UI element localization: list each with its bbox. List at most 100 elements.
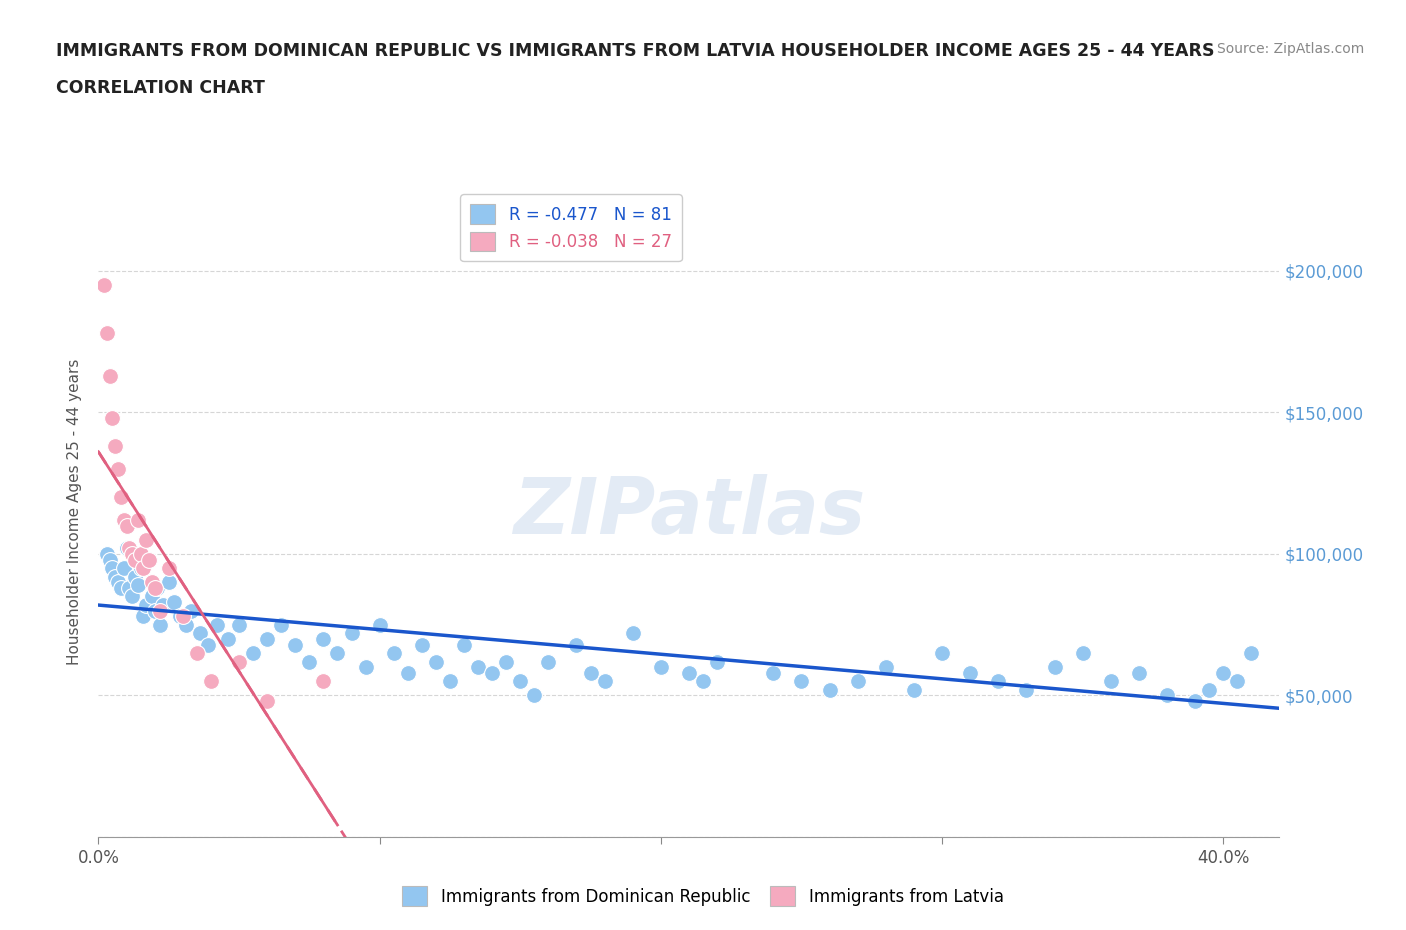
- Point: [101, 411, 124, 426]
- Point: [98, 552, 121, 567]
- Point: [354, 659, 377, 674]
- Point: [143, 604, 166, 618]
- Point: [298, 654, 321, 669]
- Point: [172, 609, 194, 624]
- Point: [188, 626, 211, 641]
- Point: [579, 665, 602, 680]
- Point: [132, 561, 155, 576]
- Point: [692, 674, 714, 689]
- Point: [762, 665, 785, 680]
- Point: [135, 532, 157, 547]
- Point: [650, 659, 672, 674]
- Point: [790, 674, 813, 689]
- Point: [200, 674, 222, 689]
- Point: [152, 597, 174, 612]
- Point: [174, 618, 197, 632]
- Point: [149, 604, 172, 618]
- Point: [1226, 674, 1249, 689]
- Point: [425, 654, 447, 669]
- Point: [127, 578, 149, 592]
- Point: [312, 631, 335, 646]
- Point: [987, 674, 1010, 689]
- Point: [875, 659, 897, 674]
- Point: [1240, 645, 1263, 660]
- Point: [1128, 665, 1150, 680]
- Point: [411, 637, 433, 652]
- Point: [565, 637, 588, 652]
- Point: [678, 665, 700, 680]
- Point: [706, 654, 728, 669]
- Point: [1015, 683, 1038, 698]
- Point: [228, 618, 250, 632]
- Point: [121, 589, 143, 604]
- Point: [1156, 688, 1178, 703]
- Point: [138, 552, 160, 567]
- Point: [242, 645, 264, 660]
- Point: [96, 326, 118, 340]
- Point: [903, 683, 925, 698]
- Point: [368, 618, 391, 632]
- Point: [818, 683, 841, 698]
- Point: [127, 512, 149, 527]
- Point: [186, 645, 208, 660]
- Point: [118, 580, 141, 595]
- Point: [467, 659, 489, 674]
- Point: [495, 654, 517, 669]
- Point: [132, 609, 155, 624]
- Point: [93, 278, 115, 293]
- Point: [149, 618, 172, 632]
- Point: [98, 368, 121, 383]
- Point: [228, 654, 250, 669]
- Point: [107, 575, 129, 590]
- Point: [340, 626, 363, 641]
- Point: [115, 518, 138, 533]
- Point: [104, 439, 127, 454]
- Point: [112, 512, 135, 527]
- Point: [169, 609, 191, 624]
- Point: [396, 665, 419, 680]
- Point: [1043, 659, 1066, 674]
- Y-axis label: Householder Income Ages 25 - 44 years: Householder Income Ages 25 - 44 years: [67, 358, 83, 665]
- Point: [284, 637, 307, 652]
- Point: [453, 637, 475, 652]
- Point: [124, 569, 146, 584]
- Point: [118, 541, 141, 556]
- Point: [439, 674, 461, 689]
- Point: [180, 604, 202, 618]
- Point: [959, 665, 981, 680]
- Point: [1099, 674, 1122, 689]
- Point: [1184, 694, 1206, 709]
- Point: [205, 618, 228, 632]
- Point: [217, 631, 239, 646]
- Point: [931, 645, 953, 660]
- Legend: R = -0.477   N = 81, R = -0.038   N = 27: R = -0.477 N = 81, R = -0.038 N = 27: [460, 194, 682, 261]
- Point: [1198, 683, 1220, 698]
- Point: [256, 694, 278, 709]
- Point: [157, 561, 180, 576]
- Point: [121, 547, 143, 562]
- Point: [110, 490, 132, 505]
- Point: [197, 637, 219, 652]
- Point: [143, 580, 166, 595]
- Point: [115, 541, 138, 556]
- Point: [96, 547, 118, 562]
- Point: [1071, 645, 1094, 660]
- Point: [481, 665, 503, 680]
- Point: [509, 674, 531, 689]
- Point: [112, 561, 135, 576]
- Point: [1212, 665, 1234, 680]
- Point: [107, 461, 129, 476]
- Point: [129, 547, 152, 562]
- Point: [101, 561, 124, 576]
- Point: [593, 674, 616, 689]
- Text: ZIPatlas: ZIPatlas: [513, 473, 865, 550]
- Point: [163, 594, 186, 609]
- Point: [312, 674, 335, 689]
- Text: IMMIGRANTS FROM DOMINICAN REPUBLIC VS IMMIGRANTS FROM LATVIA HOUSEHOLDER INCOME : IMMIGRANTS FROM DOMINICAN REPUBLIC VS IM…: [56, 42, 1215, 60]
- Point: [124, 552, 146, 567]
- Point: [621, 626, 644, 641]
- Text: Source: ZipAtlas.com: Source: ZipAtlas.com: [1216, 42, 1364, 56]
- Point: [846, 674, 869, 689]
- Point: [104, 569, 127, 584]
- Point: [141, 589, 163, 604]
